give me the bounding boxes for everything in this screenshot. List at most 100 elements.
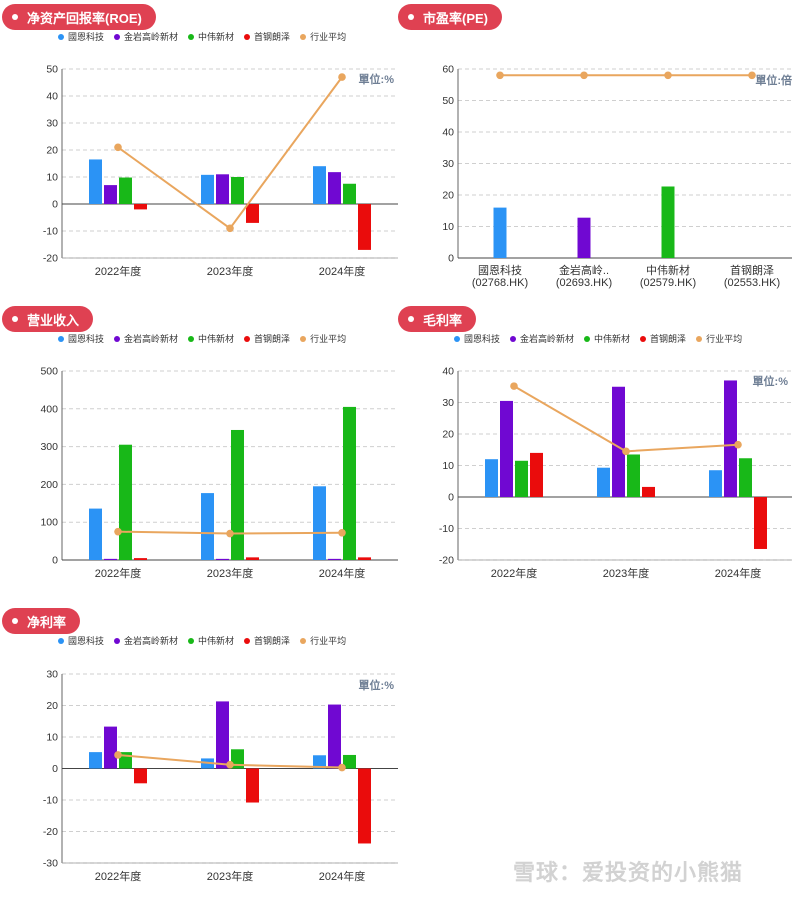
legend-label: 金岩高岭新材 — [520, 334, 575, 344]
bar — [313, 755, 326, 769]
legend-item-company1[interactable]: 國恩科技 — [58, 332, 104, 345]
bar — [343, 406, 356, 560]
bar — [627, 454, 640, 497]
gross-margin-title: 毛利率 — [423, 312, 463, 328]
bar — [597, 467, 610, 497]
net-margin-panel: 净利率 國恩科技 金岩高岭新材 中伟新材 首钢朗泽 行业平均 -30 -20 -10… — [0, 604, 398, 899]
x-tick-label: (02553.HK) — [724, 277, 780, 289]
bar — [104, 185, 117, 204]
y-tick-label: 40 — [442, 366, 454, 378]
legend-label: 行业平均 — [310, 334, 347, 344]
y-tick-label: -20 — [43, 253, 58, 265]
x-tick-label: 2022年度 — [95, 264, 141, 278]
legend-item-company3[interactable]: 中伟新材 — [188, 332, 234, 345]
legend-item-company4[interactable]: 首钢朗泽 — [244, 332, 290, 345]
bar — [724, 380, 737, 497]
y-tick-label: 20 — [442, 429, 454, 441]
legend-label: 國恩科技 — [464, 334, 501, 344]
bar — [358, 204, 371, 250]
y-tick-label: 10 — [442, 460, 454, 472]
bar — [328, 704, 341, 769]
legend-label: 行业平均 — [706, 334, 743, 344]
legend-label: 首钢朗泽 — [254, 636, 291, 646]
legend-dot — [300, 33, 307, 40]
y-tick-label: -30 — [43, 858, 58, 870]
x-tick-label: 國恩科技 — [478, 263, 522, 277]
x-tick-label: 中伟新材 — [646, 263, 690, 277]
average-point — [114, 751, 122, 759]
y-tick-label: 400 — [40, 403, 58, 415]
pe-chart: 0 10 20 30 40 50 60 國恩科技(02768.HK) 金岩高岭..(02693.… — [442, 64, 792, 289]
y-tick-label: 50 — [442, 95, 454, 107]
y-tick-label: 40 — [46, 91, 58, 103]
net-margin-chart: -30 -20 -10 0 10 20 30 2022年度 2023年度 2024年度 單位:% — [43, 669, 398, 883]
x-tick-label: 2024年度 — [319, 869, 365, 883]
legend-dot — [244, 637, 251, 644]
legend-item-company4[interactable]: 首钢朗泽 — [640, 332, 686, 345]
bar — [231, 429, 244, 560]
average-point — [622, 447, 630, 456]
legend-dot — [188, 335, 195, 342]
roe-title: 净资产回报率(ROE) — [27, 10, 142, 26]
bar — [89, 508, 102, 560]
legend-item-company4[interactable]: 首钢朗泽 — [244, 30, 290, 43]
legend-label: 中伟新材 — [198, 334, 235, 344]
y-tick-label: 0 — [448, 492, 454, 504]
average-line — [513, 385, 739, 453]
legend-item-company1[interactable]: 國恩科技 — [454, 332, 500, 345]
bar — [343, 183, 356, 204]
x-tick-label: 2024年度 — [715, 566, 761, 580]
legend-item-company3[interactable]: 中伟新材 — [188, 634, 234, 647]
x-tick-label: (02768.HK) — [472, 277, 528, 289]
legend-item-company1[interactable]: 國恩科技 — [58, 634, 104, 647]
gross-margin-chart: -20 -10 0 10 20 30 40 2022年度 2023年度 2024年度 單位:% — [439, 366, 792, 580]
legend-item-avg[interactable]: 行业平均 — [300, 30, 346, 43]
legend-item-company2[interactable]: 金岩高岭新材 — [114, 634, 178, 647]
revenue-chart: 0 100 200 300 400 500 2022年度 2023年度 2024年度 — [40, 366, 398, 580]
legend-item-avg[interactable]: 行业平均 — [696, 332, 742, 345]
net-margin-legend: 國恩科技 金岩高岭新材 中伟新材 首钢朗泽 行业平均 — [58, 634, 346, 647]
legend-item-avg[interactable]: 行业平均 — [300, 634, 346, 647]
bar — [246, 768, 259, 803]
y-tick-label: 300 — [40, 441, 58, 453]
legend-label: 國恩科技 — [68, 32, 105, 42]
y-tick-label: 10 — [442, 221, 454, 233]
roe-title-pill: 净资产回报率(ROE) — [2, 4, 156, 30]
legend-dot — [300, 335, 307, 342]
legend-dot — [454, 335, 460, 342]
bar — [216, 701, 229, 769]
legend-item-company2[interactable]: 金岩高岭新材 — [114, 30, 178, 43]
roe-legend: 國恩科技 金岩高岭新材 中伟新材 首钢朗泽 行业平均 — [58, 30, 346, 43]
y-tick-label: 100 — [40, 517, 58, 529]
bar — [231, 749, 244, 769]
bar — [246, 557, 259, 560]
y-tick-label: 10 — [46, 732, 58, 744]
bar — [104, 726, 117, 769]
unit-label: 單位:% — [359, 72, 395, 86]
legend-item-avg[interactable]: 行业平均 — [300, 332, 346, 345]
legend-item-company4[interactable]: 首钢朗泽 — [244, 634, 290, 647]
roe-panel: 净资产回报率(ROE) 國恩科技 金岩高岭新材 中伟新材 首钢朗泽 行业平均 -… — [0, 0, 398, 300]
legend-label: 首钢朗泽 — [650, 334, 687, 344]
bar — [216, 174, 229, 204]
legend-label: 行业平均 — [310, 32, 347, 42]
legend-dot — [640, 335, 647, 342]
y-tick-label: 200 — [40, 479, 58, 491]
legend-item-company1[interactable]: 國恩科技 — [58, 30, 104, 43]
title-dot — [408, 14, 414, 20]
legend-dot — [300, 637, 307, 644]
bar — [358, 768, 371, 844]
average-point — [338, 528, 346, 537]
bar — [134, 768, 147, 784]
y-tick-label: 0 — [52, 199, 58, 211]
title-dot — [12, 618, 18, 624]
y-tick-label: 40 — [442, 127, 454, 139]
legend-item-company2[interactable]: 金岩高岭新材 — [510, 332, 574, 345]
y-tick-label: 20 — [46, 700, 58, 712]
legend-item-company3[interactable]: 中伟新材 — [584, 332, 630, 345]
net-margin-title: 净利率 — [27, 614, 67, 630]
legend-item-company2[interactable]: 金岩高岭新材 — [114, 332, 178, 345]
gross-margin-title-pill: 毛利率 — [398, 306, 477, 332]
legend-label: 中伟新材 — [198, 636, 235, 646]
legend-item-company3[interactable]: 中伟新材 — [188, 30, 234, 43]
